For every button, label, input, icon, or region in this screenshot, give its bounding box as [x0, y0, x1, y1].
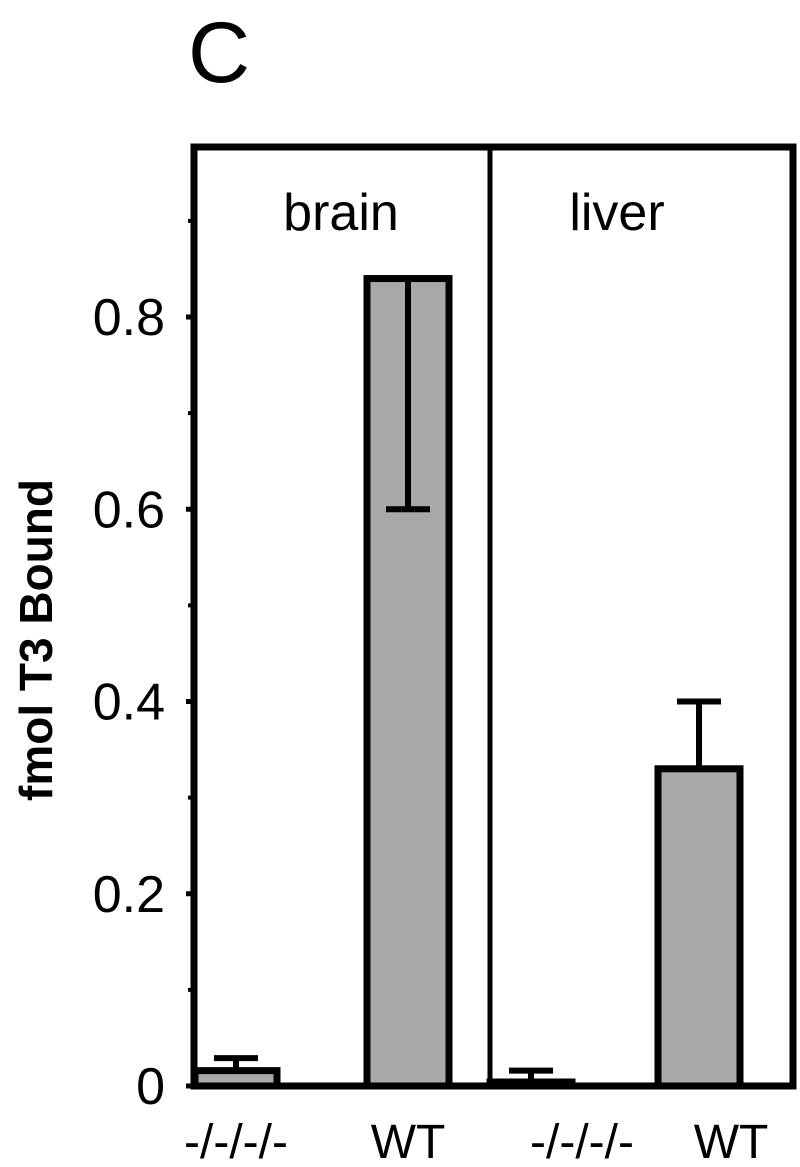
- y-tick-label: 0.4: [93, 674, 165, 732]
- labels-layer: 0 0.2 0.4 0.6 0.8 brain -/-/-/- WT liver -/-/-/- W…: [93, 184, 769, 1167]
- bar-brain-knockout: [191, 1067, 281, 1090]
- x-tick-label: -/-/-/-: [530, 1116, 634, 1167]
- x-tick-label: -/-/-/-: [184, 1116, 288, 1167]
- bars-layer: [191, 275, 744, 1090]
- y-tick-label: 0.8: [93, 289, 165, 347]
- panel-letter: C: [188, 5, 250, 101]
- x-tick-label: WT: [371, 1116, 446, 1167]
- x-tick-label: WT: [694, 1116, 769, 1167]
- panel-title-brain: brain: [283, 184, 399, 242]
- y-tick-label: 0.2: [93, 866, 165, 924]
- y-tick-label: 0: [136, 1058, 165, 1116]
- y-tick-label: 0.6: [93, 481, 165, 539]
- panel-title-liver: liver: [569, 184, 664, 242]
- y-axis-label: fmol T3 Bound: [10, 479, 62, 801]
- bar-liver-wt: [654, 765, 744, 1090]
- error-bars-layer: [214, 275, 721, 1084]
